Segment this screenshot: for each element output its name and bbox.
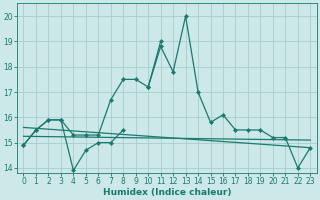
X-axis label: Humidex (Indice chaleur): Humidex (Indice chaleur) [103,188,231,197]
